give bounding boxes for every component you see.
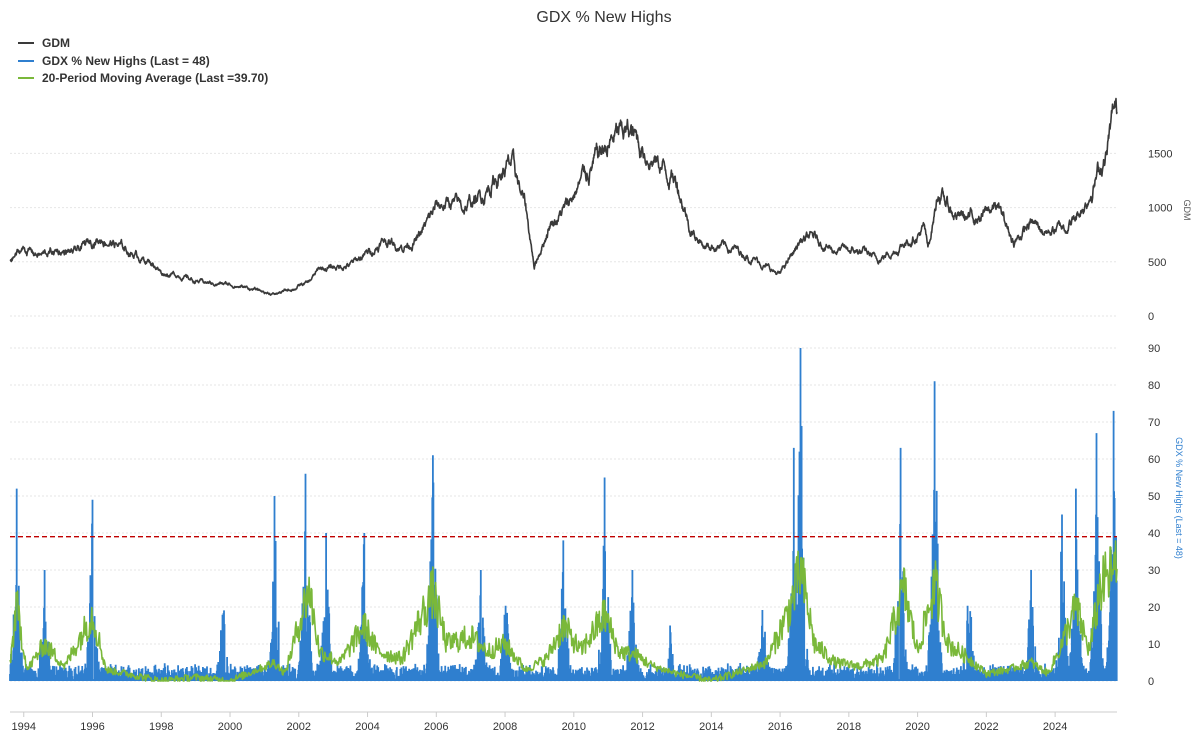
x-tick-label: 2008 (493, 721, 517, 733)
x-tick-label: 2020 (905, 721, 929, 733)
moving-average-line (9, 540, 1118, 682)
upper-y-axis: 0 500 1000 1500 (1148, 148, 1172, 323)
legend-entry-new-highs[interactable]: GDX % New Highs (Last = 48) (18, 54, 210, 68)
lower-y-tick-label: 60 (1148, 454, 1160, 466)
x-tick-label: 1998 (149, 721, 173, 733)
upper-y-tick-label: 500 (1148, 257, 1166, 269)
x-tick-label: 2014 (699, 721, 723, 733)
chart-title: GDX % New Highs (536, 9, 671, 26)
upper-y-tick-label: 1500 (1148, 148, 1172, 160)
x-axis: 1994 1996 1998 2000 2002 2004 2006 2008 2010 2012… (10, 711, 1117, 733)
x-tick-label: 2000 (218, 721, 242, 733)
legend-label-gdm: GDM (42, 36, 70, 50)
legend-entry-gdm[interactable]: GDM (18, 36, 70, 50)
lower-y-axis: 0 10 20 30 40 50 60 70 80 90 (1148, 343, 1160, 688)
lower-y-tick-label: 10 (1148, 639, 1160, 651)
x-tick-label: 2012 (630, 721, 654, 733)
upper-y-tick-label: 0 (1148, 311, 1154, 323)
upper-panel-grid (10, 152, 1117, 317)
lower-y-tick-label: 30 (1148, 565, 1160, 577)
x-tick-label: 2010 (562, 721, 586, 733)
x-tick-label: 1994 (12, 721, 36, 733)
new-highs-series (9, 348, 1118, 681)
legend-entry-moving-average[interactable]: 20-Period Moving Average (Last =39.70) (18, 71, 268, 85)
legend-label-new-highs: GDX % New Highs (Last = 48) (42, 54, 210, 68)
lower-y-tick-label: 40 (1148, 528, 1160, 540)
lower-y-tick-label: 50 (1148, 491, 1160, 503)
lower-y-axis-title: GDX % New Highs (Last = 48) (1174, 437, 1184, 559)
gdm-series (9, 97, 1118, 296)
x-tick-label: 2022 (974, 721, 998, 733)
lower-y-tick-label: 80 (1148, 380, 1160, 392)
x-tick-label: 2006 (424, 721, 448, 733)
lower-y-tick-label: 0 (1148, 676, 1154, 688)
new-highs-bars (9, 348, 1118, 681)
x-tick-label: 1996 (80, 721, 104, 733)
legend[interactable]: GDM GDX % New Highs (Last = 48) 20-Perio… (18, 36, 268, 85)
upper-y-tick-label: 1000 (1148, 203, 1172, 215)
x-tick-label: 2002 (287, 721, 311, 733)
upper-y-axis-title: GDM (1182, 200, 1192, 221)
moving-average-series (9, 540, 1118, 682)
gdm-line (9, 97, 1118, 296)
x-tick-label: 2018 (837, 721, 861, 733)
lower-y-tick-label: 20 (1148, 602, 1160, 614)
x-tick-label: 2016 (768, 721, 792, 733)
x-tick-label: 2024 (1043, 721, 1067, 733)
lower-y-tick-label: 90 (1148, 343, 1160, 355)
x-tick-label: 2004 (355, 721, 379, 733)
legend-label-moving-average: 20-Period Moving Average (Last =39.70) (42, 71, 268, 85)
lower-y-tick-label: 70 (1148, 417, 1160, 429)
